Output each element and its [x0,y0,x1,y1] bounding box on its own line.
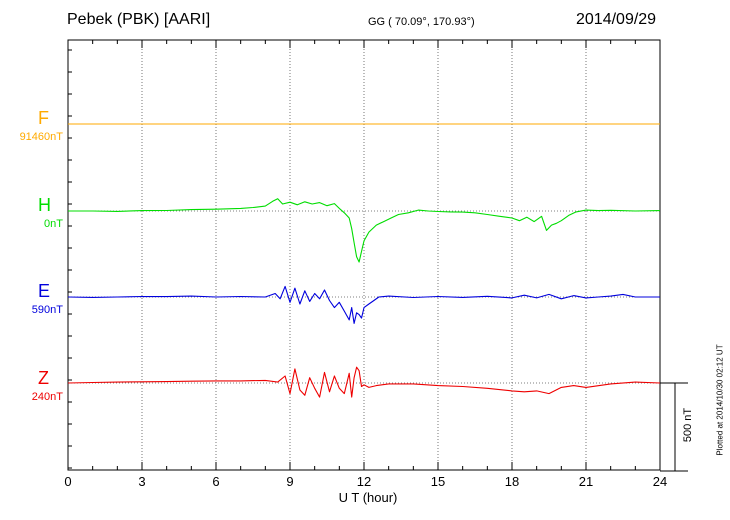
series-baseline-z: 240nT [31,391,63,403]
series-baseline-e: 590nT [31,304,63,316]
series-line-z [67,366,661,398]
plot-frame [67,39,661,471]
series-label-h: H [38,195,51,215]
x-tick-label: 24 [652,474,668,489]
axis-ticks [67,40,661,470]
series-label-e: E [38,281,51,301]
series-line-e [67,285,660,324]
date-label: 2014/09/29 [576,11,657,28]
x-axis-label: U T (hour) [338,490,398,505]
series-label-z: Z [38,368,49,388]
plotted-timestamp: Plotted at 2014/10/30 02:12 UT [715,344,725,456]
coordinates-label: GG ( 70.09°, 170.93°) [368,16,475,28]
x-tick-label: 18 [504,474,520,489]
scale-bar-label: 500 nT [682,407,694,443]
station-title: Pebek (PBK) [AARI] [67,11,211,28]
x-tick-label: 3 [138,474,146,489]
x-tick-label: 21 [578,474,594,489]
series-baseline-h: 0nT [44,218,63,230]
x-tick-label: 9 [286,474,294,489]
series-line-h [68,198,661,263]
series-baseline-f: 91460nT [19,131,63,143]
grid-lines [68,40,660,470]
series-label-f: F [38,108,49,128]
x-tick-label: 6 [212,474,220,489]
x-tick-label: 0 [64,474,72,489]
x-tick-label: 15 [430,474,446,489]
series-group [67,123,661,398]
scale-bar [660,382,688,472]
x-tick-label: 12 [356,474,372,489]
